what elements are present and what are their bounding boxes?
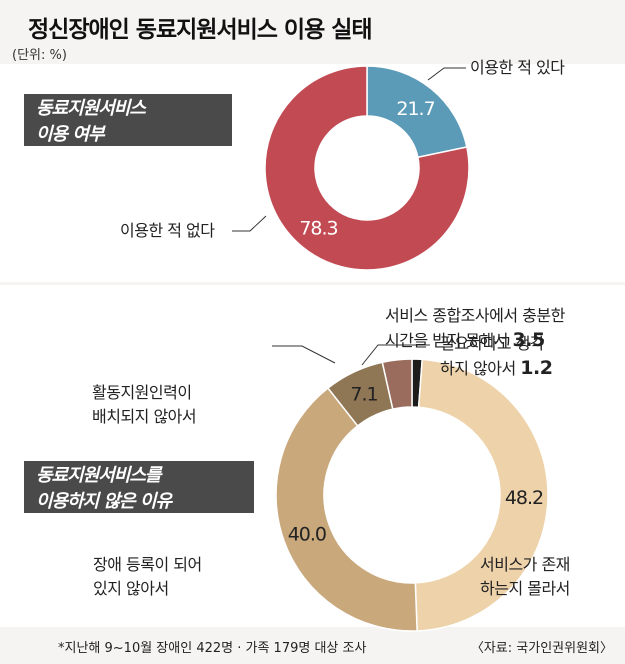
- legend-awareness: 서비스가 존재 하는지 몰라서: [480, 553, 570, 601]
- reasons-value-label-1: 48.2: [505, 487, 543, 509]
- legend-time-line2: 시간을 받지 못해서 3.5: [385, 328, 565, 353]
- reasons-slice-2: [275, 387, 418, 632]
- legend-awareness-line1: 서비스가 존재: [480, 555, 570, 574]
- usage-value-label-0: 21.7: [396, 98, 434, 120]
- chart-title-usage-line2: 이용 여부: [36, 124, 105, 145]
- legend-need: 필요하다고 생각 하지 않아서 1.2: [440, 332, 553, 381]
- chart-title-reasons: 동료지원서비스를 이용하지 않은 이유: [24, 461, 254, 513]
- page-title: 정신장애인 동료지원서비스 이용 실태: [28, 17, 373, 43]
- legend-used: 이용한 적 있다: [470, 58, 565, 77]
- legend-need-line1: 필요하다고 생각: [440, 334, 545, 353]
- chart-title-reasons-line2: 이용하지 않은 이유: [36, 491, 172, 512]
- source-credit: 〈자료: 국가인권위원회〉: [470, 641, 613, 656]
- unit-label: (단위: %): [12, 48, 67, 63]
- chart-title-reasons-line1: 동료지원서비스를: [36, 465, 161, 486]
- leader-used: [427, 67, 466, 81]
- leader-time: [272, 345, 336, 364]
- reasons-slice-1: [414, 358, 549, 632]
- legend-need-text: 하지 않아서: [440, 359, 521, 378]
- usage-slice-1: [264, 65, 470, 271]
- leader-not-used: [232, 215, 267, 232]
- legend-time-value: 3.5: [512, 329, 546, 351]
- legend-need-line2: 하지 않아서 1.2: [440, 356, 553, 381]
- usage-slice-0: [366, 65, 468, 159]
- legend-registration: 장애 등록이 되어 있지 않아서: [93, 553, 202, 601]
- legend-awareness-line2: 하는지 몰라서: [480, 579, 570, 598]
- usage-value-label-1: 78.3: [299, 217, 337, 239]
- legend-time-text: 시간을 받지 못해서: [385, 331, 513, 350]
- legend-staff-line2: 배치되지 않아서: [92, 407, 197, 426]
- leader-need: [361, 344, 430, 366]
- legend-time: 서비스 종합조사에서 충분한 시간을 받지 못해서 3.5: [385, 304, 565, 353]
- footnote: *지난해 9~10월 장애인 422명 · 가족 179명 대상 조사: [58, 641, 367, 656]
- legend-time-line1: 서비스 종합조사에서 충분한: [385, 306, 565, 325]
- legend-need-value: 1.2: [520, 357, 553, 379]
- reasons-value-label-3: 7.1: [350, 383, 377, 405]
- legend-not-used: 이용한 적 없다: [120, 221, 215, 240]
- legend-registration-line1: 장애 등록이 되어: [93, 555, 202, 574]
- reasons-value-label-2: 40.0: [288, 523, 326, 545]
- legend-staff-line1: 활동지원인력이: [92, 383, 192, 402]
- legend-registration-line2: 있지 않아서: [93, 579, 169, 598]
- chart-title-usage-line1: 동료지원서비스: [36, 98, 146, 119]
- legend-staff: 활동지원인력이 배치되지 않아서: [92, 381, 197, 429]
- chart-title-usage: 동료지원서비스 이용 여부: [24, 94, 232, 146]
- reasons-slice-4: [381, 358, 413, 411]
